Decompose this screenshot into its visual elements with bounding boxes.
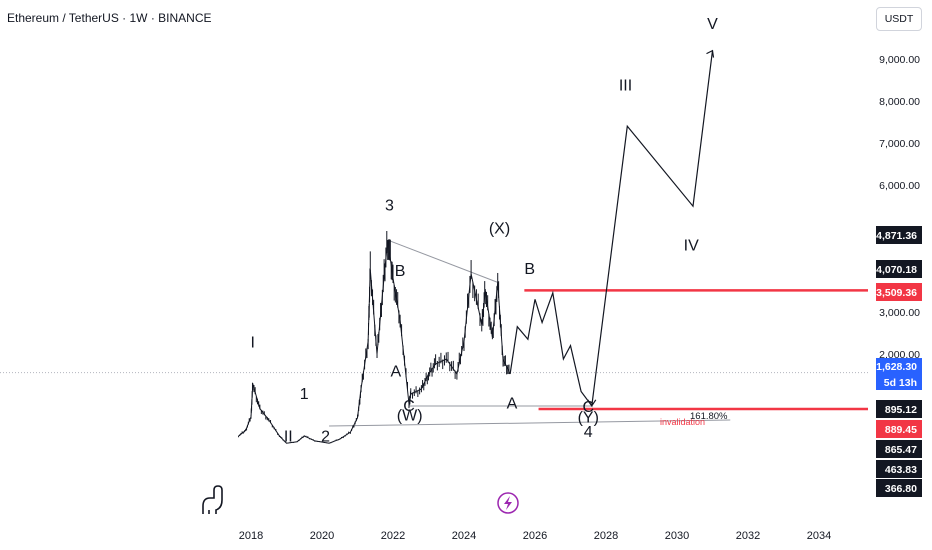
wave-label: (W) [397,407,423,424]
price-badge [876,400,922,418]
price-badge-label: 4,871.36 [876,230,917,242]
chart-title: Ethereum / TetherUS · 1W · BINANCE [7,11,212,25]
y-tick-label: 3,000.00 [879,307,920,319]
price-series[interactable] [238,239,511,444]
wave-label: 2 [321,428,330,445]
price-badge [876,374,922,390]
dinosaur-icon [202,485,223,514]
x-tick-label: 2030 [665,530,689,542]
x-tick-label: 2020 [310,530,334,542]
projection-path[interactable] [509,50,714,408]
x-tick-label: 2024 [452,530,476,542]
wave-label: (Y) [578,410,599,427]
wave-label: C [582,399,594,416]
lightning-bolt-icon [504,496,512,510]
price-badge [876,479,922,497]
y-tick-label: 6,000.00 [879,180,920,192]
x-tick-label: 2022 [381,530,405,542]
y-tick-label: 7,000.00 [879,138,920,150]
wave-label: 3 [385,197,394,214]
price-badge-label: 4,070.18 [876,264,917,276]
arrowhead [587,399,597,407]
x-tick-label: 2032 [736,530,760,542]
price-badge-label: 366.80 [885,483,917,495]
wave-label: 1 [300,386,309,403]
arrowhead [706,49,715,58]
wave-label: C [403,398,415,415]
wave-label: II [284,428,293,445]
price-badge [876,440,922,458]
price-badge-label: 1,628.30 [876,361,917,373]
wave-label: 4 [584,424,593,441]
price-badge-label: 895.12 [885,404,917,416]
price-badge [876,260,922,278]
price-badge-label: 463.83 [885,464,917,476]
price-badge-label: 3,509.36 [876,287,917,299]
wave-label: B [395,263,406,280]
invalidation-label: invalidation [660,417,705,427]
price-badge [876,226,922,244]
wave-label: B [524,261,535,278]
wave-label: A [391,364,402,381]
price-badge [876,358,922,374]
price-badge [876,460,922,478]
y-tick-label: 9,000.00 [879,54,920,66]
wave-label: IV [684,238,699,255]
wave-label: III [619,78,632,95]
price-badge-label: 865.47 [885,444,917,456]
price-badge-label: 889.45 [885,424,917,436]
lower-trendline[interactable] [329,419,731,427]
price-badge-label: 5d 13h [884,377,917,389]
currency-selector[interactable]: USDT [876,7,922,31]
wave-label: V [707,16,718,33]
x-tick-label: 2028 [594,530,618,542]
fibonacci-label: 161.80% [690,411,728,422]
x-tick-label: 2018 [239,530,263,542]
x-tick-label: 2026 [523,530,547,542]
upper-trendline[interactable] [387,239,498,283]
wave-label: I [251,335,255,352]
y-tick-label: 8,000.00 [879,96,920,108]
wave-label: A [507,396,518,413]
wave-label: (X) [489,221,510,238]
x-tick-label: 2034 [807,530,831,542]
price-badge [876,283,922,301]
price-badge [876,420,922,438]
